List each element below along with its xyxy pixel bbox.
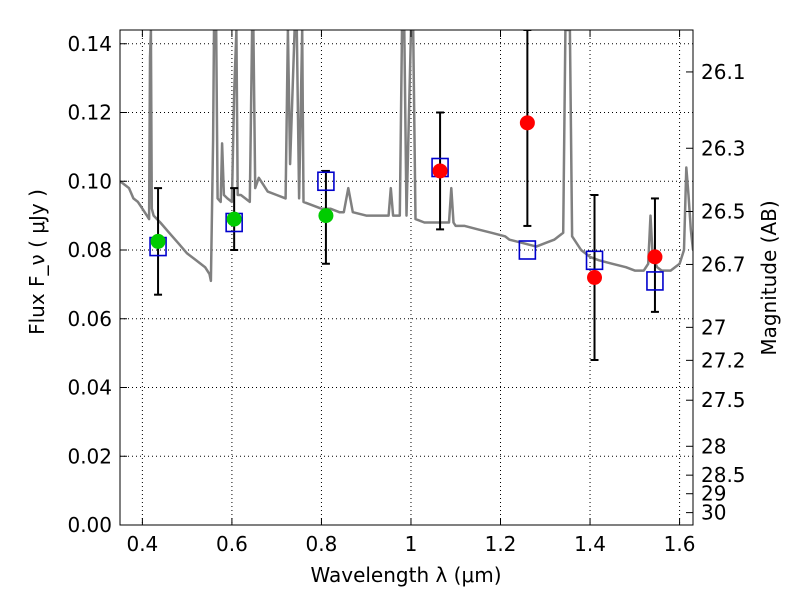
mag-tick-label: 30 [701,501,726,525]
y-tick-label: 0.04 [67,376,112,400]
y-tick-label: 0.12 [67,101,112,125]
y-tick-label: 0.06 [67,307,112,331]
x-tick-label: 0.8 [306,532,338,556]
x-tick-label: 1.6 [664,532,696,556]
x-tick-label: 1 [405,532,418,556]
y-axis-label: Flux F_ν ( μJy ) [25,189,49,335]
plot-frame [119,29,694,526]
x-tick-label: 0.4 [126,532,158,556]
model-band-square [585,250,604,271]
mag-tick-label: 28 [701,434,726,458]
nir-point [519,115,535,131]
mag-tick-label: 26.7 [701,252,746,276]
x-tick-label: 1.4 [574,532,606,556]
plot-area [120,30,693,525]
mag-tick-label: 26.3 [701,136,746,160]
y-tick-label: 0.02 [67,444,112,468]
x-tick-label: 0.6 [216,532,248,556]
mag-tick-label: 28.5 [701,463,746,487]
y-tick-label: 0.00 [67,513,112,537]
mag-tick-label: 26.1 [701,60,746,84]
model-band-square [646,271,664,291]
mag-tick-label: 27 [701,315,726,339]
model-spectrum-line [120,30,693,283]
model-band-square [518,240,537,260]
y-tick-label: 0.14 [67,32,112,56]
optical-point [226,211,242,227]
mag-tick-label: 29 [701,482,726,506]
nir-point [432,163,448,179]
x-axis-label: Wavelength λ (μm) [310,563,501,587]
y-tick-label: 0.08 [67,238,112,262]
nir-point [647,249,663,265]
ticks: 0.4 0.6 0.8 1 1.2 1.4 1.6 0.00 0.02 0.04 0.06 0.08 0… [67,30,746,556]
mag-tick-label: 26.5 [701,200,746,224]
nir-point [587,270,603,285]
model-band-square [317,171,335,192]
mag-tick-label: 27.2 [701,348,746,372]
x-tick-label: 1.2 [485,532,517,556]
mag-tick-label: 27.5 [701,388,746,412]
y2-axis-label: Magnitude (AB) [757,200,781,355]
grid [120,30,693,526]
optical-point [150,233,166,249]
data-layer [120,30,693,361]
optical-point [318,208,334,224]
y-tick-label: 0.10 [67,169,112,193]
